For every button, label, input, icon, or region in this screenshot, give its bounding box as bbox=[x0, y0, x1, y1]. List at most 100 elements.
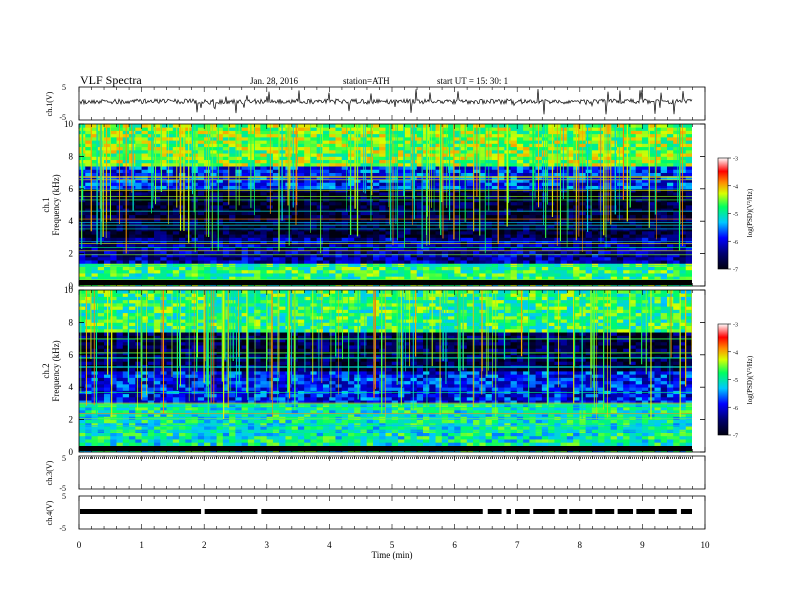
ch1-spectrogram-cell bbox=[272, 179, 280, 183]
ch1-spectrogram-cell bbox=[372, 156, 380, 161]
ch1-spectrogram-cell bbox=[204, 169, 211, 173]
ch1-spectrogram-cell bbox=[685, 179, 693, 183]
ch1-spectrogram-cell bbox=[435, 217, 443, 222]
ch1-spectrogram-cell bbox=[491, 224, 499, 229]
ch1-spectrogram-cell bbox=[591, 237, 599, 242]
ch1-spectrogram-cell bbox=[335, 146, 343, 151]
ch1-spectrogram-cell bbox=[485, 243, 493, 248]
ch1-spectrogram-cell bbox=[385, 214, 393, 219]
ch1-spectrogram-cell bbox=[479, 156, 486, 161]
ch1-spectrogram-cell bbox=[435, 136, 443, 141]
ch1-spectrogram-cell bbox=[341, 211, 349, 216]
ch1-spectrogram-cell bbox=[654, 237, 662, 242]
ch1-spectrogram-cell bbox=[279, 256, 286, 261]
ch1-spectrogram-cell bbox=[260, 140, 268, 144]
ch1-spectrogram-cell bbox=[241, 133, 249, 138]
ch1-spectrogram-cell bbox=[535, 247, 543, 251]
ch1-spectrogram-cell bbox=[297, 266, 305, 271]
ch1-spectrogram-cell bbox=[160, 169, 167, 173]
ch1-spectrogram-cell bbox=[560, 214, 568, 219]
ch1-spectrogram-cell bbox=[316, 240, 324, 245]
ch1-spectrogram-cell bbox=[166, 240, 174, 245]
ch1-spectrogram-cell bbox=[291, 201, 299, 206]
ch1-spectrogram-cell bbox=[391, 205, 399, 209]
ch1-spectrogram-cell bbox=[629, 156, 637, 161]
ch1-spectrogram-cell bbox=[460, 256, 468, 261]
ch1-spectrogram-cell bbox=[141, 130, 149, 135]
ch1-spectrogram-cell bbox=[523, 133, 530, 138]
ch1-spectrogram-cell bbox=[641, 266, 649, 271]
ch1-spectrogram-cell bbox=[147, 156, 155, 161]
ch1-spectrogram-cell bbox=[266, 214, 274, 219]
ch1-spectrogram-cell bbox=[435, 234, 443, 238]
ch1-spectrogram-cell bbox=[222, 214, 230, 219]
ch1-spectrogram-cell bbox=[560, 240, 568, 245]
ch1-spectrogram-cell bbox=[310, 253, 318, 258]
ch1-spectrogram-cell bbox=[460, 162, 468, 167]
ch1-spectrogram-cell bbox=[479, 247, 486, 251]
ch1-spectrogram-cell bbox=[166, 146, 174, 151]
ch1-spectrogram-cell bbox=[479, 192, 486, 196]
ch1-spectrogram-cell bbox=[429, 169, 436, 173]
ch1-spectrogram-cell bbox=[485, 276, 493, 280]
ch1-spectrogram-cell bbox=[441, 179, 449, 183]
ch1-spectrogram-cell bbox=[160, 162, 167, 167]
ch1-spectrogram-cell bbox=[141, 133, 149, 138]
ch1-spectrogram-cell bbox=[379, 243, 386, 248]
ch1-spectrogram-cell bbox=[448, 195, 455, 199]
ch1-spectrogram-cell bbox=[685, 237, 693, 242]
ch1-spectrogram-cell bbox=[341, 133, 349, 138]
ch1-spectrogram-cell bbox=[629, 140, 637, 144]
ch1-spectrogram-cell bbox=[635, 182, 643, 186]
ch1-spectrogram-cell bbox=[560, 179, 568, 183]
ch1-spectrogram-cell bbox=[454, 276, 461, 280]
ch1-spectrogram-cell bbox=[635, 234, 643, 238]
ch1-spectrogram-cell bbox=[629, 172, 637, 177]
ch1-spectrogram-cell bbox=[335, 166, 343, 170]
ch1-spectrogram-cell bbox=[297, 260, 305, 264]
ch1-spectrogram-cell bbox=[654, 211, 662, 216]
ch1-spectrogram-cell bbox=[379, 198, 386, 203]
ch1-spectrogram-cell bbox=[316, 256, 324, 261]
ch1-spectrogram-cell bbox=[666, 269, 674, 274]
ch1-spectrogram-cell bbox=[229, 143, 236, 148]
ch1-spectrogram-cell bbox=[610, 237, 618, 242]
ch1-spectrogram-cell bbox=[129, 243, 136, 248]
ch1-spectrogram-cell bbox=[598, 221, 605, 225]
ch1-spectrogram-cell bbox=[235, 156, 243, 161]
ch1-spectrogram-cell bbox=[685, 260, 693, 264]
ch1-spectrogram-cell bbox=[404, 175, 411, 180]
ch1-spectrogram-cell bbox=[272, 140, 280, 144]
ch1-spectrogram-cell bbox=[379, 224, 386, 229]
ch1-spectrogram-cell bbox=[366, 149, 374, 154]
ch1-spectrogram-cell bbox=[391, 156, 399, 161]
ch1-spectrogram-cell bbox=[491, 192, 499, 196]
ch1-spectrogram-cell bbox=[385, 256, 393, 261]
ch1-spectrogram-cell bbox=[147, 153, 155, 157]
ch1-spectrogram-cell bbox=[623, 256, 630, 261]
ch1-spectrogram-cell bbox=[391, 195, 399, 199]
ch1-spectrogram-cell bbox=[441, 143, 449, 148]
ch1-spectrogram-cell bbox=[460, 269, 468, 274]
ch1-spectrogram-cell bbox=[391, 166, 399, 170]
ch1-spectrogram-cell bbox=[316, 179, 324, 183]
ch1-spectrogram-cell bbox=[616, 260, 624, 264]
ch1-spectrogram-cell bbox=[623, 195, 630, 199]
ch1-spectrogram-cell bbox=[416, 185, 424, 190]
ch1-spectrogram-cell bbox=[441, 269, 449, 274]
ch1-spectrogram-cell bbox=[429, 179, 436, 183]
ch1-spectrogram-cell bbox=[372, 198, 380, 203]
ch1-spectrogram-cell bbox=[154, 124, 161, 128]
ch1-spectrogram-cell bbox=[166, 266, 174, 271]
ch1-spectrogram-cell bbox=[591, 247, 599, 251]
ch1-spectrogram-cell bbox=[423, 234, 430, 238]
ch1-spectrogram-cell bbox=[204, 230, 211, 235]
ch1-spectrogram-cell bbox=[379, 169, 386, 173]
ch1-spectrogram-cell bbox=[635, 179, 643, 183]
ch1-spectrogram-cell bbox=[510, 273, 518, 277]
ch1-spectrogram-cell bbox=[516, 260, 524, 264]
ch1-spectrogram-cell bbox=[260, 136, 268, 141]
ch1-spectrogram-cell bbox=[491, 175, 499, 180]
ch1-spectrogram-cell bbox=[648, 260, 655, 264]
ch1-spectrogram-cell bbox=[135, 169, 142, 173]
